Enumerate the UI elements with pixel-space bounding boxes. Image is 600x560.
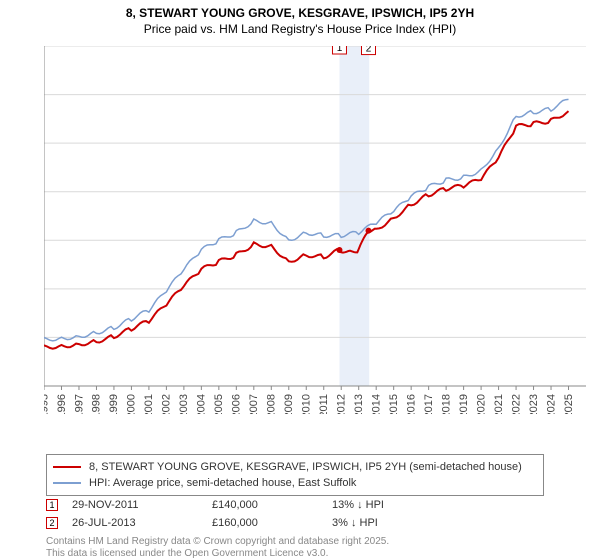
sale-marker-label-2: 2	[366, 46, 372, 55]
x-tick-label: 2005	[213, 394, 225, 414]
sale-delta: 3% ↓ HPI	[332, 517, 452, 529]
sale-delta: 13% ↓ HPI	[332, 499, 452, 511]
sale-marker-icon: 1	[46, 499, 58, 511]
title-block: 8, STEWART YOUNG GROVE, KESGRAVE, IPSWIC…	[0, 0, 600, 37]
x-tick-label: 2022	[510, 394, 522, 414]
x-tick-label: 1995	[44, 394, 50, 414]
sale-price: £140,000	[212, 499, 332, 511]
x-tick-label: 1998	[91, 394, 103, 414]
x-tick-label: 2024	[545, 394, 557, 414]
x-tick-label: 2011	[318, 394, 330, 414]
x-tick-label: 2017	[423, 394, 435, 414]
x-tick-label: 2010	[301, 394, 313, 414]
sale-date: 26-JUL-2013	[72, 517, 212, 529]
footer-text: Contains HM Land Registry data © Crown c…	[46, 536, 389, 560]
x-tick-label: 2006	[231, 394, 243, 414]
sale-point-2	[366, 228, 372, 234]
x-tick-label: 1997	[73, 394, 85, 414]
x-tick-label: 1996	[56, 394, 68, 414]
title-line2: Price paid vs. HM Land Registry's House …	[0, 22, 600, 38]
x-tick-label: 2001	[143, 394, 155, 414]
footer-line2: This data is licensed under the Open Gov…	[46, 548, 389, 560]
x-tick-label: 2004	[196, 394, 208, 414]
legend-label: 8, STEWART YOUNG GROVE, KESGRAVE, IPSWIC…	[89, 461, 522, 473]
legend-swatch	[53, 466, 81, 468]
series-hpi	[44, 99, 569, 341]
x-tick-label: 2007	[248, 394, 260, 414]
x-tick-label: 2003	[178, 394, 190, 414]
x-tick-label: 2008	[266, 394, 278, 414]
x-tick-label: 2019	[458, 394, 470, 414]
highlight-band	[339, 46, 369, 386]
x-tick-label: 2013	[353, 394, 365, 414]
x-tick-label: 2023	[528, 394, 540, 414]
x-tick-label: 2021	[493, 394, 505, 414]
x-tick-label: 2009	[283, 394, 295, 414]
legend-label: HPI: Average price, semi-detached house,…	[89, 477, 356, 489]
sale-date: 29-NOV-2011	[72, 499, 212, 511]
x-tick-label: 2014	[370, 394, 382, 414]
sale-price: £160,000	[212, 517, 332, 529]
x-tick-label: 2000	[126, 394, 138, 414]
legend-swatch	[53, 482, 81, 484]
sale-row: 1 29-NOV-2011£140,00013% ↓ HPI	[46, 496, 544, 514]
x-tick-label: 2020	[475, 394, 487, 414]
x-tick-label: 2015	[388, 394, 400, 414]
sale-point-1	[336, 247, 342, 253]
x-tick-label: 2018	[440, 394, 452, 414]
series-price_paid	[44, 111, 569, 349]
sale-marker-icon: 2	[46, 517, 58, 529]
chart-area: £0£50K£100K£150K£200K£250K£300K£350K1995…	[44, 46, 586, 414]
x-tick-label: 1999	[108, 394, 120, 414]
sales-table: 1 29-NOV-2011£140,00013% ↓ HPI 2 26-JUL-201…	[46, 496, 544, 532]
title-line1: 8, STEWART YOUNG GROVE, KESGRAVE, IPSWIC…	[0, 6, 600, 22]
sale-marker-label-1: 1	[337, 46, 343, 54]
x-tick-label: 2012	[336, 394, 348, 414]
chart-svg: £0£50K£100K£150K£200K£250K£300K£350K1995…	[44, 46, 586, 414]
footer-line1: Contains HM Land Registry data © Crown c…	[46, 536, 389, 548]
sale-row: 2 26-JUL-2013£160,0003% ↓ HPI	[46, 514, 544, 532]
legend-box: 8, STEWART YOUNG GROVE, KESGRAVE, IPSWIC…	[46, 454, 544, 496]
x-tick-label: 2002	[161, 394, 173, 414]
x-tick-label: 2016	[405, 394, 417, 414]
x-tick-label: 2025	[563, 394, 575, 414]
legend-row: 8, STEWART YOUNG GROVE, KESGRAVE, IPSWIC…	[53, 459, 537, 475]
legend-row: HPI: Average price, semi-detached house,…	[53, 475, 537, 491]
chart-container: 8, STEWART YOUNG GROVE, KESGRAVE, IPSWIC…	[0, 0, 600, 560]
